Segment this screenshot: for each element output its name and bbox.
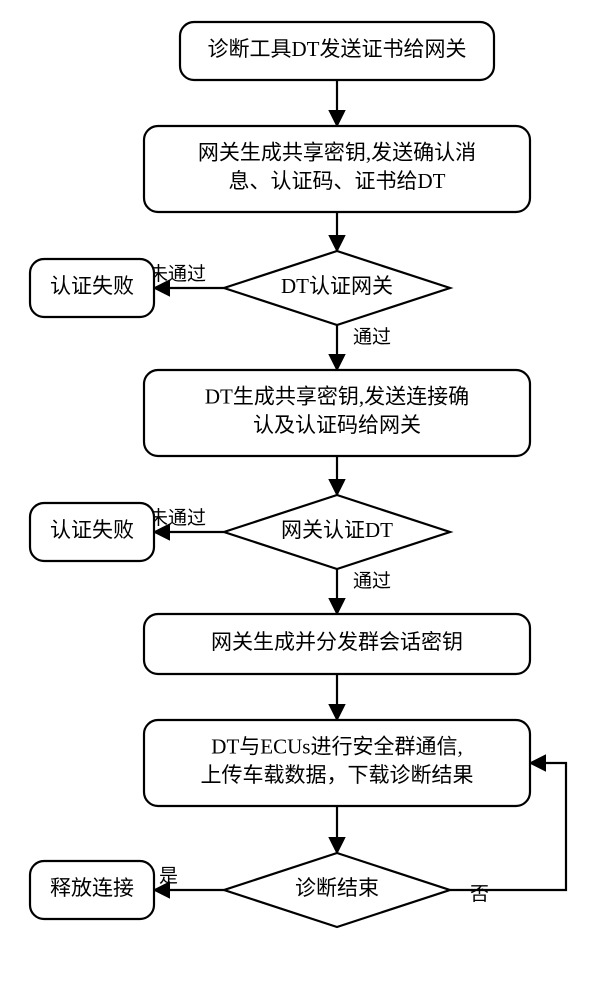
flowchart-canvas: 未通过通过未通过通过是否 诊断工具DT发送证书给网关网关生成共享密钥,发送确认消…: [0, 0, 603, 1000]
nodes-layer: 诊断工具DT发送证书给网关网关生成共享密钥,发送确认消息、认证码、证书给DTDT…: [30, 22, 530, 927]
node-n11: 释放连接: [30, 861, 154, 919]
node-n9-line-1: 上传车载数据，下载诊断结果: [201, 763, 474, 787]
node-n10-line-0: 诊断结束: [295, 876, 379, 900]
node-n5-line-0: DT生成共享密钥,发送连接确: [205, 385, 469, 409]
node-n1: 诊断工具DT发送证书给网关: [180, 22, 494, 80]
edge-label-n3-n5: 通过: [353, 326, 391, 348]
node-n3: DT认证网关: [224, 251, 450, 325]
node-n5: DT生成共享密钥,发送连接确认及认证码给网关: [144, 370, 530, 456]
node-n4: 认证失败: [30, 259, 154, 317]
node-n1-line-0: 诊断工具DT发送证书给网关: [208, 37, 467, 61]
node-n2: 网关生成共享密钥,发送确认消息、认证码、证书给DT: [144, 126, 530, 212]
node-n3-line-0: DT认证网关: [281, 274, 393, 298]
edge-label-n10-n11: 是: [159, 866, 178, 887]
edge-label-n10-n9: 否: [470, 884, 489, 905]
node-n2-line-1: 息、认证码、证书给DT: [229, 169, 446, 193]
node-n8: 网关生成并分发群会话密钥: [144, 614, 530, 674]
edge-label-n6-n8: 通过: [353, 570, 391, 592]
node-n6-line-0: 网关认证DT: [281, 518, 393, 542]
node-n9: DT与ECUs进行安全群通信, 上传车载数据，下载诊断结果: [144, 720, 530, 806]
node-n7-line-0: 认证失败: [50, 518, 134, 542]
node-n2-line-0: 网关生成共享密钥,发送确认消: [198, 141, 476, 165]
edge-label-n3-n4: 未通过: [149, 263, 206, 285]
node-n5-line-1: 认及认证码给网关: [253, 413, 421, 437]
node-n9-line-0: DT与ECUs进行安全群通信,: [211, 735, 462, 759]
node-n8-line-0: 网关生成并分发群会话密钥: [211, 630, 463, 654]
node-n6: 网关认证DT: [224, 495, 450, 569]
node-n7: 认证失败: [30, 503, 154, 561]
node-n10: 诊断结束: [224, 853, 450, 927]
edge-label-n6-n7: 未通过: [149, 507, 206, 529]
node-n11-line-0: 释放连接: [50, 876, 134, 900]
node-n4-line-0: 认证失败: [50, 274, 134, 298]
